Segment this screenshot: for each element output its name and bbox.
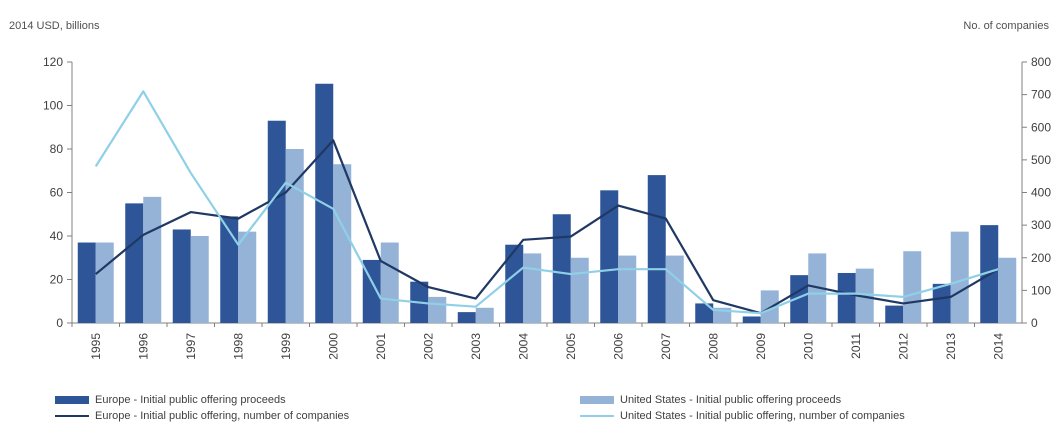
- bar-us-proceeds: [380, 242, 399, 323]
- right-tick-label: 200: [1031, 251, 1051, 265]
- bar-europe-proceeds: [885, 305, 904, 323]
- bar-us-proceeds: [903, 251, 922, 323]
- bar-us-proceeds: [998, 257, 1017, 323]
- bar-europe-proceeds: [742, 316, 761, 323]
- bar-europe-proceeds: [220, 216, 239, 323]
- bar-europe-proceeds: [837, 272, 856, 323]
- bar-europe-proceeds: [647, 175, 666, 323]
- bar-europe-proceeds: [505, 244, 524, 323]
- x-tick-label: 2005: [564, 333, 578, 360]
- x-tick-label: 1997: [184, 333, 198, 360]
- right-tick-label: 800: [1031, 55, 1051, 69]
- bar-us-proceeds: [950, 231, 969, 323]
- right-tick-label: 0: [1031, 316, 1038, 330]
- right-tick-label: 400: [1031, 186, 1051, 200]
- right-tick-label: 600: [1031, 120, 1051, 134]
- x-tick-label: 2002: [421, 333, 435, 360]
- bar-us-proceeds: [333, 164, 352, 323]
- x-tick-label: 2003: [469, 333, 483, 360]
- x-tick-label: 2008: [706, 333, 720, 360]
- bar-us-proceeds: [238, 231, 257, 323]
- bar-us-proceeds: [523, 253, 542, 323]
- x-tick-label: 2000: [326, 333, 340, 360]
- x-tick-label: 2013: [944, 333, 958, 360]
- x-tick-label: 2012: [896, 333, 910, 360]
- bar-europe-proceeds: [267, 120, 286, 323]
- bar-europe-proceeds: [552, 214, 571, 323]
- bar-europe-proceeds: [600, 190, 619, 323]
- bar-us-proceeds: [285, 149, 304, 323]
- x-tick-label: 1999: [279, 333, 293, 360]
- bar-europe-proceeds: [695, 303, 714, 323]
- x-tick-label: 2007: [659, 333, 673, 360]
- bar-us-proceeds: [95, 242, 114, 323]
- right-axis-title: No. of companies: [963, 20, 1049, 32]
- line-us-companies: [94, 90, 999, 315]
- bar-us-proceeds: [618, 255, 637, 323]
- x-tick-label: 2004: [516, 333, 530, 360]
- bar-europe-proceeds: [362, 259, 381, 323]
- left-tick-label: 20: [50, 273, 64, 287]
- bar-europe-proceeds: [932, 283, 951, 323]
- x-tick-label: 2001: [374, 333, 388, 360]
- bar-us-proceeds: [665, 255, 684, 323]
- x-tick-label: 2006: [611, 333, 625, 360]
- bar-europe-proceeds: [172, 229, 191, 323]
- x-tick-label: 1998: [231, 333, 245, 360]
- right-tick-label: 100: [1031, 283, 1051, 297]
- left-tick-label: 100: [43, 99, 63, 113]
- bar-us-proceeds: [428, 296, 447, 323]
- left-axis-title: 2014 USD, billions: [9, 20, 100, 32]
- x-tick-label: 1996: [136, 333, 150, 360]
- left-tick-label: 40: [50, 229, 64, 243]
- left-tick-label: 80: [50, 142, 64, 156]
- bar-us-proceeds: [475, 307, 494, 323]
- bar-europe-proceeds: [457, 312, 476, 323]
- left-tick-label: 60: [50, 186, 64, 200]
- right-tick-label: 300: [1031, 218, 1051, 232]
- right-tick-label: 700: [1031, 88, 1051, 102]
- left-tick-label: 120: [43, 55, 63, 69]
- bar-us-proceeds: [570, 257, 589, 323]
- bar-europe-proceeds: [125, 203, 144, 323]
- bar-us-proceeds: [190, 236, 209, 323]
- bar-us-proceeds: [143, 196, 162, 323]
- left-tick-label: 0: [56, 316, 63, 330]
- bar-europe-proceeds: [77, 242, 96, 323]
- x-tick-label: 2014: [991, 333, 1005, 360]
- x-tick-label: 2010: [801, 333, 815, 360]
- right-tick-label: 500: [1031, 153, 1051, 167]
- x-tick-label: 2009: [754, 333, 768, 360]
- x-tick-label: 1995: [89, 333, 103, 360]
- x-tick-label: 2011: [849, 333, 863, 359]
